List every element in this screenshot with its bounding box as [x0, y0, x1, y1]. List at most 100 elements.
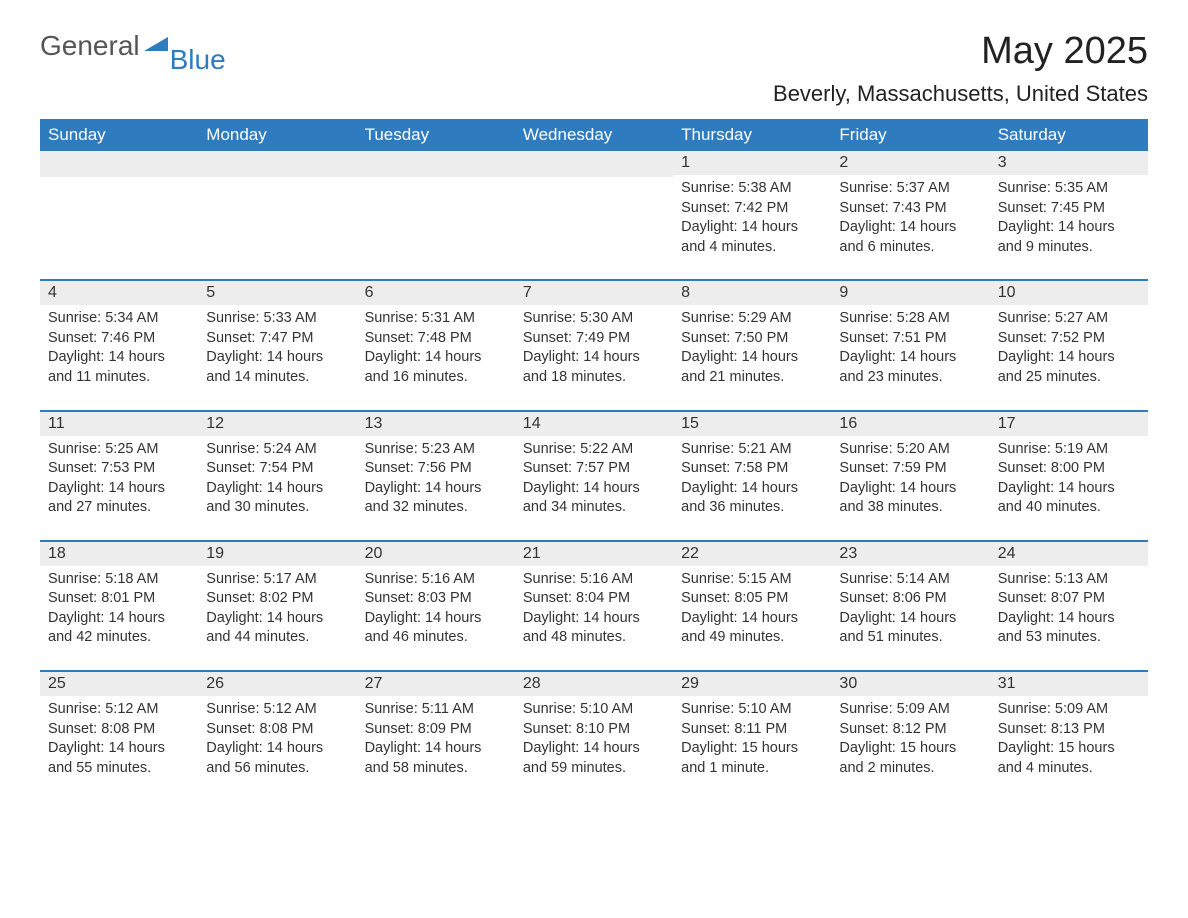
day-number: 1 — [673, 151, 831, 175]
sunrise-text: Sunrise: 5:14 AM — [839, 570, 981, 590]
day-number: 11 — [40, 412, 198, 436]
day-details: Sunrise: 5:31 AMSunset: 7:48 PMDaylight:… — [357, 305, 515, 395]
month-title: May 2025 — [773, 30, 1148, 73]
day-details: Sunrise: 5:19 AMSunset: 8:00 PMDaylight:… — [990, 436, 1148, 526]
day-details: Sunrise: 5:17 AMSunset: 8:02 PMDaylight:… — [198, 566, 356, 656]
daylight-text: Daylight: 15 hours and 1 minute. — [681, 739, 823, 778]
sunrise-text: Sunrise: 5:35 AM — [998, 179, 1140, 199]
day-cell: 4Sunrise: 5:34 AMSunset: 7:46 PMDaylight… — [40, 281, 198, 395]
daylight-text: Daylight: 14 hours and 23 minutes. — [839, 348, 981, 387]
day-cell: 13Sunrise: 5:23 AMSunset: 7:56 PMDayligh… — [357, 412, 515, 526]
day-details: Sunrise: 5:33 AMSunset: 7:47 PMDaylight:… — [198, 305, 356, 395]
day-details: Sunrise: 5:21 AMSunset: 7:58 PMDaylight:… — [673, 436, 831, 526]
logo-text-general: General — [40, 30, 140, 62]
day-cell: 12Sunrise: 5:24 AMSunset: 7:54 PMDayligh… — [198, 412, 356, 526]
day-details: Sunrise: 5:30 AMSunset: 7:49 PMDaylight:… — [515, 305, 673, 395]
daylight-text: Daylight: 14 hours and 25 minutes. — [998, 348, 1140, 387]
weekday-header: Sunday — [40, 119, 198, 151]
calendar: Sunday Monday Tuesday Wednesday Thursday… — [40, 119, 1148, 786]
day-number: 9 — [831, 281, 989, 305]
day-details: Sunrise: 5:35 AMSunset: 7:45 PMDaylight:… — [990, 175, 1148, 265]
daylight-text: Daylight: 14 hours and 18 minutes. — [523, 348, 665, 387]
day-cell: 23Sunrise: 5:14 AMSunset: 8:06 PMDayligh… — [831, 542, 989, 656]
sunrise-text: Sunrise: 5:33 AM — [206, 309, 348, 329]
daylight-text: Daylight: 14 hours and 38 minutes. — [839, 479, 981, 518]
day-details: Sunrise: 5:16 AMSunset: 8:03 PMDaylight:… — [357, 566, 515, 656]
day-cell: 6Sunrise: 5:31 AMSunset: 7:48 PMDaylight… — [357, 281, 515, 395]
day-cell — [357, 151, 515, 265]
title-block: May 2025 Beverly, Massachusetts, United … — [773, 30, 1148, 107]
day-number: 5 — [198, 281, 356, 305]
calendar-week: 1Sunrise: 5:38 AMSunset: 7:42 PMDaylight… — [40, 151, 1148, 265]
day-details: Sunrise: 5:29 AMSunset: 7:50 PMDaylight:… — [673, 305, 831, 395]
sunrise-text: Sunrise: 5:37 AM — [839, 179, 981, 199]
sunrise-text: Sunrise: 5:29 AM — [681, 309, 823, 329]
daylight-text: Daylight: 14 hours and 56 minutes. — [206, 739, 348, 778]
daylight-text: Daylight: 14 hours and 36 minutes. — [681, 479, 823, 518]
day-cell: 3Sunrise: 5:35 AMSunset: 7:45 PMDaylight… — [990, 151, 1148, 265]
daylight-text: Daylight: 14 hours and 51 minutes. — [839, 609, 981, 648]
day-cell: 7Sunrise: 5:30 AMSunset: 7:49 PMDaylight… — [515, 281, 673, 395]
sunrise-text: Sunrise: 5:30 AM — [523, 309, 665, 329]
weekday-header: Friday — [831, 119, 989, 151]
day-number: 3 — [990, 151, 1148, 175]
day-cell: 15Sunrise: 5:21 AMSunset: 7:58 PMDayligh… — [673, 412, 831, 526]
sunset-text: Sunset: 7:51 PM — [839, 329, 981, 349]
daylight-text: Daylight: 15 hours and 2 minutes. — [839, 739, 981, 778]
sunrise-text: Sunrise: 5:22 AM — [523, 440, 665, 460]
sunrise-text: Sunrise: 5:38 AM — [681, 179, 823, 199]
day-number: 19 — [198, 542, 356, 566]
day-cell: 26Sunrise: 5:12 AMSunset: 8:08 PMDayligh… — [198, 672, 356, 786]
day-number: 17 — [990, 412, 1148, 436]
day-details: Sunrise: 5:28 AMSunset: 7:51 PMDaylight:… — [831, 305, 989, 395]
day-details: Sunrise: 5:15 AMSunset: 8:05 PMDaylight:… — [673, 566, 831, 656]
day-number — [198, 151, 356, 177]
daylight-text: Daylight: 14 hours and 58 minutes. — [365, 739, 507, 778]
daylight-text: Daylight: 14 hours and 55 minutes. — [48, 739, 190, 778]
day-number: 8 — [673, 281, 831, 305]
day-details: Sunrise: 5:20 AMSunset: 7:59 PMDaylight:… — [831, 436, 989, 526]
daylight-text: Daylight: 14 hours and 53 minutes. — [998, 609, 1140, 648]
sunset-text: Sunset: 7:48 PM — [365, 329, 507, 349]
daylight-text: Daylight: 14 hours and 4 minutes. — [681, 218, 823, 257]
sunrise-text: Sunrise: 5:09 AM — [839, 700, 981, 720]
day-number — [515, 151, 673, 177]
daylight-text: Daylight: 14 hours and 27 minutes. — [48, 479, 190, 518]
sunset-text: Sunset: 7:49 PM — [523, 329, 665, 349]
day-number: 29 — [673, 672, 831, 696]
logo: General Blue — [40, 30, 226, 62]
day-number: 16 — [831, 412, 989, 436]
sunset-text: Sunset: 8:05 PM — [681, 589, 823, 609]
day-number: 14 — [515, 412, 673, 436]
calendar-week: 11Sunrise: 5:25 AMSunset: 7:53 PMDayligh… — [40, 410, 1148, 526]
day-number: 13 — [357, 412, 515, 436]
sunset-text: Sunset: 8:01 PM — [48, 589, 190, 609]
day-cell: 19Sunrise: 5:17 AMSunset: 8:02 PMDayligh… — [198, 542, 356, 656]
weekday-header-row: Sunday Monday Tuesday Wednesday Thursday… — [40, 119, 1148, 151]
daylight-text: Daylight: 14 hours and 46 minutes. — [365, 609, 507, 648]
day-cell: 5Sunrise: 5:33 AMSunset: 7:47 PMDaylight… — [198, 281, 356, 395]
daylight-text: Daylight: 14 hours and 48 minutes. — [523, 609, 665, 648]
day-cell: 11Sunrise: 5:25 AMSunset: 7:53 PMDayligh… — [40, 412, 198, 526]
daylight-text: Daylight: 14 hours and 44 minutes. — [206, 609, 348, 648]
day-details: Sunrise: 5:10 AMSunset: 8:11 PMDaylight:… — [673, 696, 831, 786]
day-cell: 10Sunrise: 5:27 AMSunset: 7:52 PMDayligh… — [990, 281, 1148, 395]
day-details: Sunrise: 5:27 AMSunset: 7:52 PMDaylight:… — [990, 305, 1148, 395]
day-details: Sunrise: 5:09 AMSunset: 8:12 PMDaylight:… — [831, 696, 989, 786]
day-number — [40, 151, 198, 177]
day-number: 7 — [515, 281, 673, 305]
daylight-text: Daylight: 14 hours and 42 minutes. — [48, 609, 190, 648]
sunset-text: Sunset: 7:52 PM — [998, 329, 1140, 349]
sunset-text: Sunset: 8:08 PM — [48, 720, 190, 740]
weekday-header: Saturday — [990, 119, 1148, 151]
sunset-text: Sunset: 7:50 PM — [681, 329, 823, 349]
day-cell: 1Sunrise: 5:38 AMSunset: 7:42 PMDaylight… — [673, 151, 831, 265]
day-cell: 17Sunrise: 5:19 AMSunset: 8:00 PMDayligh… — [990, 412, 1148, 526]
sunrise-text: Sunrise: 5:27 AM — [998, 309, 1140, 329]
day-cell: 8Sunrise: 5:29 AMSunset: 7:50 PMDaylight… — [673, 281, 831, 395]
sunset-text: Sunset: 8:04 PM — [523, 589, 665, 609]
day-details: Sunrise: 5:13 AMSunset: 8:07 PMDaylight:… — [990, 566, 1148, 656]
sunrise-text: Sunrise: 5:16 AM — [365, 570, 507, 590]
day-cell: 22Sunrise: 5:15 AMSunset: 8:05 PMDayligh… — [673, 542, 831, 656]
sunrise-text: Sunrise: 5:23 AM — [365, 440, 507, 460]
